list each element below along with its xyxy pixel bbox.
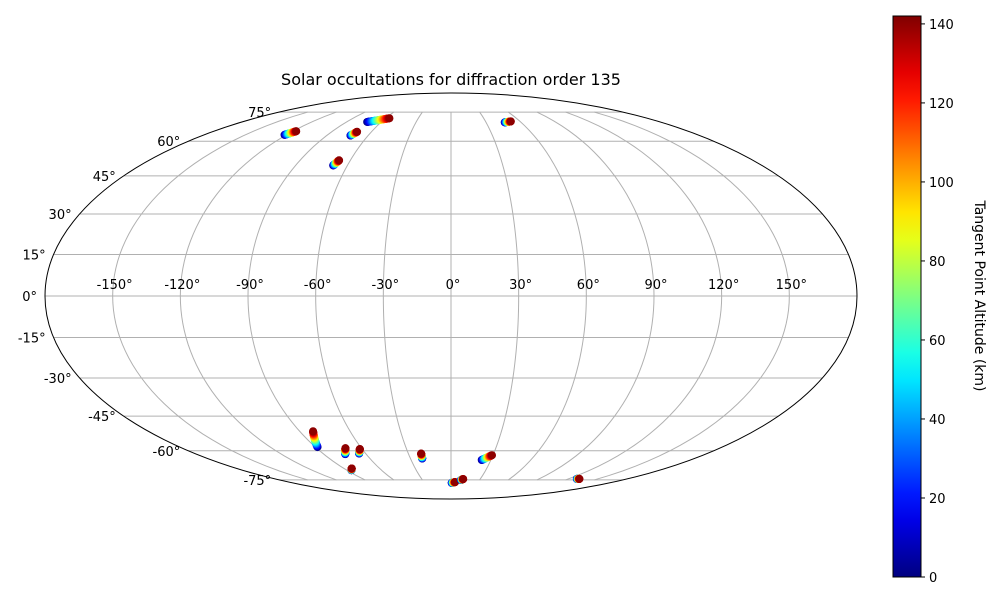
- colorbar-tick-label: 0: [929, 571, 937, 586]
- y-tick-label: 30°: [49, 208, 72, 223]
- y-tick-label: -45°: [88, 410, 116, 425]
- y-tick-label: -15°: [18, 332, 46, 347]
- x-tick-label: 120°: [708, 278, 739, 293]
- data-point: [385, 114, 394, 123]
- colorbar-tick-label: 20: [929, 492, 946, 507]
- meridian-line: [536, 111, 655, 481]
- colorbar: 0 20 40 60 80 100 120 140 Tangent Point Altitud…: [892, 15, 987, 586]
- data-point: [487, 451, 496, 460]
- meridian-line: [565, 111, 723, 481]
- meridian-line: [479, 111, 520, 481]
- meridian-line: [507, 111, 587, 481]
- colorbar-tick-label: 120: [929, 97, 954, 112]
- x-tick-label: -60°: [304, 278, 332, 293]
- meridian-line: [112, 111, 308, 481]
- x-tick-label: 90°: [644, 278, 667, 293]
- y-tick-label: 45°: [93, 170, 116, 185]
- data-point: [292, 127, 301, 136]
- y-tick-label: 0°: [22, 290, 37, 305]
- data-point: [353, 127, 362, 136]
- y-tick-label: 60°: [157, 135, 180, 150]
- x-tick-labels: -150° -120° -90° -60° -30° 0° 30° 60° 90° 120° 150…: [97, 278, 807, 293]
- meridian-line: [594, 111, 790, 481]
- colorbar-bar: [892, 15, 922, 578]
- data-point: [341, 444, 350, 453]
- meridian-line: [382, 111, 423, 481]
- chart-title: Solar occultations for diffraction order…: [281, 70, 621, 89]
- x-tick-label: 0°: [446, 278, 461, 293]
- colorbar-tick-label: 140: [929, 18, 954, 33]
- y-tick-label: -30°: [44, 372, 72, 387]
- x-tick-label: 150°: [776, 278, 807, 293]
- data-point: [417, 449, 426, 458]
- map-frame: [44, 92, 858, 500]
- x-tick-label: -150°: [97, 278, 133, 293]
- meridian-line: [179, 111, 337, 481]
- data-point: [347, 464, 356, 473]
- colorbar-tick-label: 100: [929, 176, 954, 191]
- x-tick-label: 30°: [509, 278, 532, 293]
- occultation-points: [280, 114, 584, 487]
- y-tick-label: -60°: [153, 445, 181, 460]
- meridian-line: [315, 111, 395, 481]
- colorbar-tick-label: 60: [929, 334, 946, 349]
- y-tick-labels: 75° 60° 45° 30° 15° 0° -15° -30° -45° -60° -75°: [18, 106, 271, 489]
- x-tick-label: 60°: [577, 278, 600, 293]
- data-point: [575, 474, 584, 483]
- colorbar-ticks: 0 20 40 60 80 100 120 140: [921, 18, 954, 586]
- y-tick-label: -75°: [243, 474, 271, 489]
- data-point: [355, 445, 364, 454]
- y-tick-label: 75°: [248, 106, 271, 121]
- data-point: [459, 475, 468, 484]
- x-tick-label: -30°: [371, 278, 399, 293]
- colorbar-label: Tangent Point Altitude (km): [971, 199, 987, 391]
- y-tick-label: 15°: [23, 248, 46, 263]
- data-point: [506, 117, 515, 126]
- colorbar-tick-label: 40: [929, 413, 946, 428]
- meridian-line: [247, 111, 366, 481]
- data-point: [335, 156, 344, 165]
- data-point: [309, 427, 318, 436]
- graticule: [45, 111, 857, 481]
- x-tick-label: -120°: [164, 278, 200, 293]
- colorbar-tick-label: 80: [929, 255, 946, 270]
- x-tick-label: -90°: [236, 278, 264, 293]
